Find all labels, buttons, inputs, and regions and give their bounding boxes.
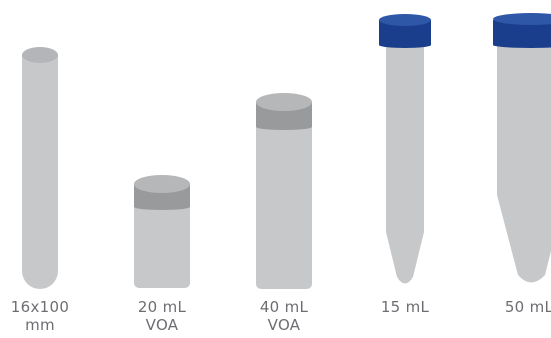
vial-20ml-cap-top — [134, 175, 190, 193]
test-tube-body — [22, 55, 58, 289]
tube-15ml-body — [386, 43, 424, 284]
tube-50ml-cap-top — [493, 13, 551, 25]
label-15ml-line1: 15 mL — [380, 298, 430, 316]
label-16x100mm-line1: 16x100 — [10, 298, 70, 316]
tube-50ml-body — [497, 43, 551, 283]
centrifuge-tube-50ml — [493, 13, 551, 283]
label-50ml: 50 mL — [474, 298, 551, 316]
tube-15ml-cap-top — [379, 14, 431, 26]
centrifuge-tube-15ml — [379, 14, 431, 284]
test-tube-rim — [22, 47, 58, 63]
tube-50ml-cap-bottom — [493, 42, 551, 48]
label-40ml-voa-line1: 40 mL — [259, 298, 309, 316]
label-20ml-voa-line2: VOA — [145, 316, 179, 334]
voa-vial-20ml — [134, 175, 190, 288]
vial-20ml-body — [134, 204, 190, 288]
tube-15ml-cap-bottom — [379, 42, 431, 48]
vial-20ml-cap-bottom — [134, 204, 190, 210]
label-40ml-voa: 40 mL VOA — [229, 298, 339, 334]
label-20ml-voa: 20 mL VOA — [107, 298, 217, 334]
test-tube-16x100mm — [22, 47, 58, 289]
vial-40ml-cap-bottom — [256, 124, 312, 130]
label-16x100mm-line2: mm — [25, 316, 55, 334]
voa-vial-40ml — [256, 93, 312, 289]
vial-40ml-cap-top — [256, 93, 312, 111]
label-16x100mm: 16x100 mm — [0, 298, 95, 334]
label-50ml-line1: 50 mL — [504, 298, 551, 316]
label-20ml-voa-line1: 20 mL — [137, 298, 187, 316]
label-15ml: 15 mL — [350, 298, 460, 316]
label-40ml-voa-line2: VOA — [267, 316, 301, 334]
vial-40ml-body — [256, 124, 312, 289]
